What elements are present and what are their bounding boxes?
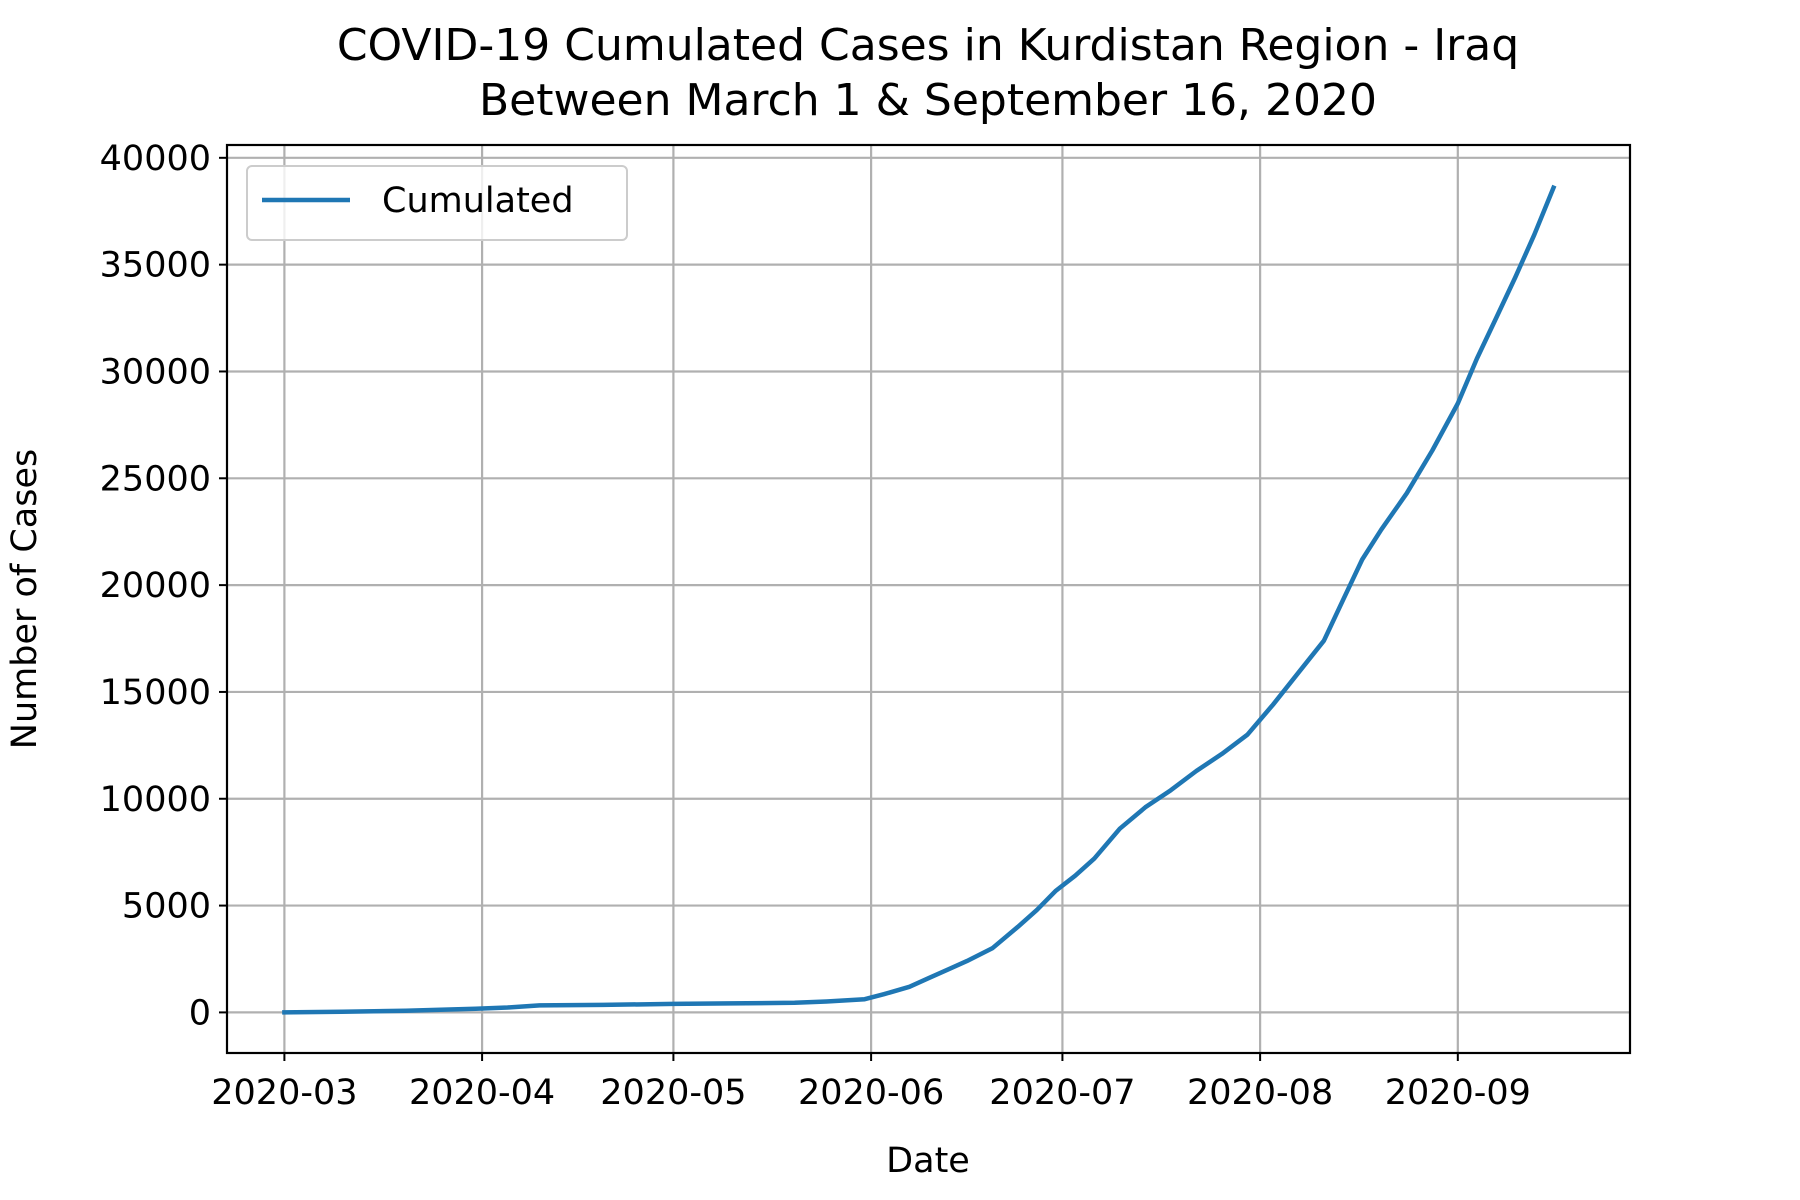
y-tick-label: 5000 — [122, 887, 211, 927]
y-tick-label: 15000 — [100, 673, 211, 713]
legend-label: Cumulated — [382, 181, 574, 221]
x-tick-label: 2020-08 — [1187, 1073, 1333, 1113]
y-tick-label: 30000 — [100, 352, 211, 392]
x-tick-label: 2020-03 — [211, 1073, 357, 1113]
y-tick-label: 20000 — [100, 566, 211, 606]
x-axis-label: Date — [886, 1141, 970, 1181]
legend-box — [246, 165, 628, 241]
x-tick-label: 2020-04 — [409, 1073, 555, 1113]
grid — [227, 145, 1630, 1053]
y-axis-label: Number of Cases — [5, 449, 45, 749]
chart-subtitle: Between March 1 & September 16, 2020 — [479, 75, 1377, 126]
y-tick-label: 10000 — [100, 780, 211, 820]
y-tick-label: 40000 — [100, 139, 211, 179]
ticks: 2020-03 2020-04 2020-05 2020-06 2020-07 2020-… — [100, 139, 1531, 1113]
x-tick-label: 2020-07 — [989, 1073, 1135, 1113]
x-tick-label: 2020-05 — [600, 1073, 746, 1113]
y-tick-label: 0 — [189, 993, 211, 1033]
legend: Cumulated — [246, 165, 628, 241]
plot-frame — [225, 143, 1632, 1055]
x-tick-label: 2020-09 — [1385, 1073, 1531, 1113]
series-lines — [282, 184, 1557, 1015]
y-tick-label: 25000 — [100, 459, 211, 499]
chart-title: COVID-19 Cumulated Cases in Kurdistan Re… — [337, 20, 1519, 71]
x-tick-label: 2020-06 — [798, 1073, 944, 1113]
y-tick-label: 35000 — [100, 246, 211, 286]
series-line-cumulated — [282, 184, 1557, 1015]
